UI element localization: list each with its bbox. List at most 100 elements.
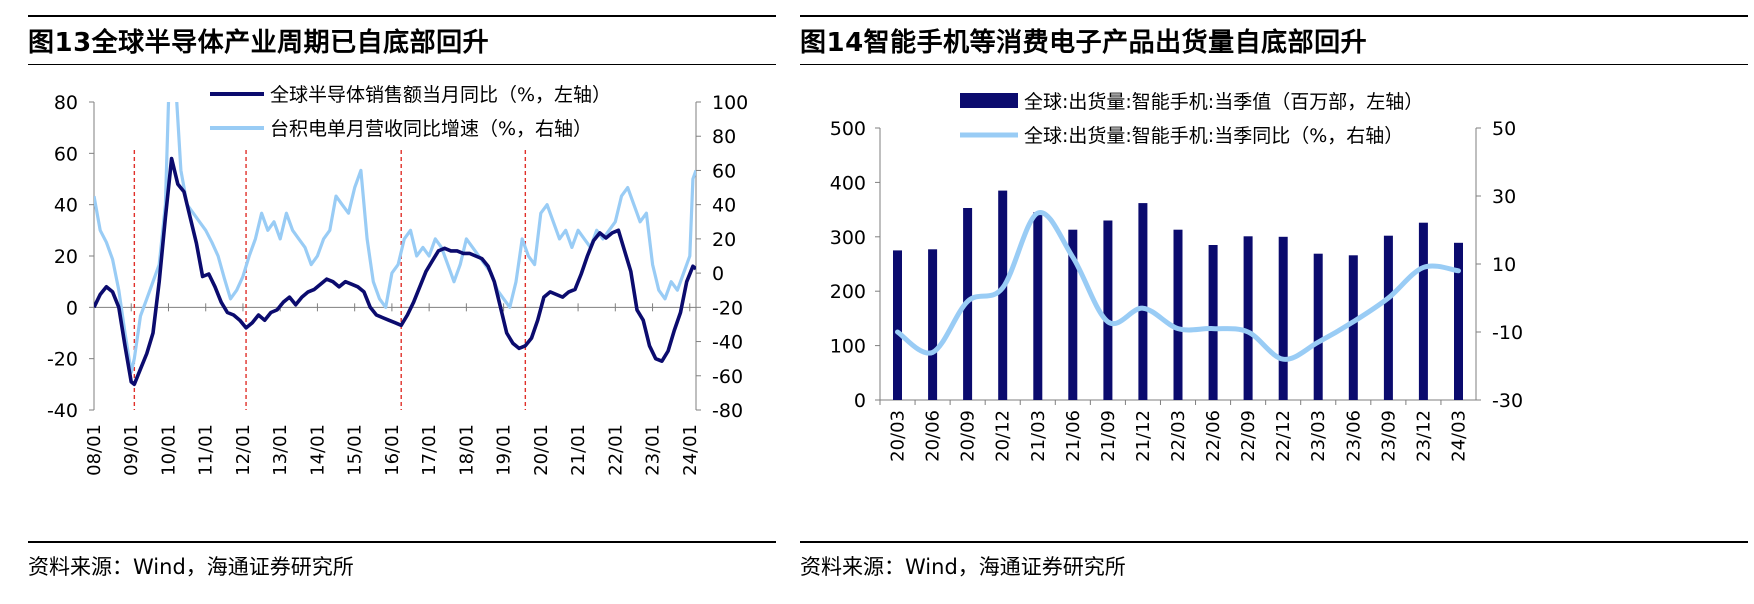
- chart-smartphone-shipments: 0 100 200 300 400 500 -30 -10 10 30 50 20/03 20/06 20…: [830, 91, 1523, 462]
- top-rule: [800, 15, 1748, 17]
- x-tick-label: 18/01: [456, 424, 477, 476]
- x-tick-label: 22/06: [1203, 410, 1224, 462]
- title-rule: [800, 64, 1748, 65]
- x-tick-label: 21/01: [568, 424, 589, 476]
- y-left-tick-label: 0: [854, 390, 866, 412]
- bar-shipments: [1173, 229, 1183, 400]
- y-right-tick-label: 100: [712, 92, 748, 114]
- x-tick-label: 24/01: [680, 424, 701, 476]
- y-left-tick-label: 40: [54, 195, 78, 217]
- x-tick-label: 10/01: [158, 424, 179, 476]
- x-tick-label: 13/01: [270, 424, 291, 476]
- x-tick-label: 20/12: [993, 410, 1014, 462]
- chart-title: 图13全球半导体产业周期已自底部回升: [28, 28, 490, 58]
- x-tick-label: 09/01: [121, 424, 142, 476]
- bar-shipments: [1278, 236, 1288, 400]
- series-shipments-yoy: [895, 210, 1461, 362]
- y-left-tick-label: 80: [54, 92, 78, 114]
- y-left-tick-label: 60: [54, 143, 78, 165]
- bar-shipments: [1103, 220, 1113, 400]
- panel-right: 图14智能手机等消费电子产品出货量自底部回升 0 100 200 300 400 500 -…: [800, 0, 1748, 604]
- x-tick-label: 12/01: [233, 424, 254, 476]
- y-left-tick-label: 500: [830, 118, 866, 140]
- y-right-tick-label: 30: [1492, 186, 1516, 208]
- y-left-tick-label: 0: [66, 297, 78, 319]
- x-tick-label: 23/03: [1308, 410, 1329, 462]
- bar-shipments: [1208, 245, 1218, 400]
- y-left-tick-label: 200: [830, 281, 866, 303]
- x-tick-label: 20/01: [531, 424, 552, 476]
- y-right-tick-label: -80: [712, 400, 743, 422]
- series-semiconductor-sales-yoy: [94, 156, 696, 387]
- y-left-tick-label: 20: [54, 246, 78, 268]
- legend-swatch-bar: [960, 93, 1018, 108]
- y-right-tick-label: 50: [1492, 118, 1516, 140]
- x-tick-label: 20/09: [958, 410, 979, 462]
- x-tick-label: 23/01: [643, 424, 664, 476]
- y-right-tick-label: 20: [712, 229, 736, 251]
- y-right-tick-label: -60: [712, 366, 743, 388]
- x-tick-label: 21/09: [1098, 410, 1119, 462]
- source-note: 资料来源：Wind，海通证券研究所: [28, 555, 354, 579]
- bottom-rule: [800, 541, 1748, 543]
- y-right-tick-label: 10: [1492, 254, 1516, 276]
- chart-title: 图14智能手机等消费电子产品出货量自底部回升: [800, 28, 1368, 58]
- bar-shipments: [1068, 229, 1078, 400]
- x-tick-label: 22/01: [605, 424, 626, 476]
- x-tick-label: 14/01: [307, 424, 328, 476]
- x-tick-label: 23/12: [1413, 410, 1434, 462]
- y-right-tick-label: 40: [712, 195, 736, 217]
- legend-label-dark: 全球半导体销售额当月同比（%，左轴）: [270, 84, 611, 106]
- bar-shipments: [893, 250, 902, 400]
- y-right-tick-label: 80: [712, 126, 736, 148]
- y-left-tick-label: -40: [47, 400, 78, 422]
- x-tick-label: 17/01: [419, 424, 440, 476]
- bar-shipments: [928, 249, 938, 400]
- x-tick-label: 23/09: [1378, 410, 1399, 462]
- y-right-tick-label: -10: [1492, 322, 1523, 344]
- x-tick-label: 22/09: [1238, 410, 1259, 462]
- title-rule: [28, 64, 776, 65]
- bar-shipments: [1383, 235, 1393, 400]
- bar-shipments: [1454, 242, 1463, 400]
- y-right-tick-label: -30: [1492, 390, 1523, 412]
- bar-shipments: [1138, 203, 1148, 400]
- x-tick-label: 15/01: [345, 424, 366, 476]
- y-right-tick-label: 60: [712, 160, 736, 182]
- x-tick-label: 11/01: [196, 424, 217, 476]
- x-tick-label: 21/03: [1028, 410, 1049, 462]
- x-tick-label: 08/01: [84, 424, 105, 476]
- y-right-tick-label: 0: [712, 263, 724, 285]
- bar-shipments: [1348, 255, 1358, 400]
- x-tick-label: 21/06: [1063, 410, 1084, 462]
- x-tick-label: 22/12: [1273, 410, 1294, 462]
- source-note: 资料来源：Wind，海通证券研究所: [800, 555, 1126, 579]
- series-tsmc-revenue-yoy: [94, 102, 696, 374]
- bar-shipments: [1418, 222, 1428, 400]
- chart-semiconductor-cycle: -40 -20 0 20 40 60 80 -80 -60 -40 -20 0 20 40 60 80 100 0…: [47, 84, 748, 476]
- y-left-tick-label: 400: [830, 172, 866, 194]
- y-left-tick-label: -20: [47, 349, 78, 371]
- x-tick-label: 22/03: [1168, 410, 1189, 462]
- x-tick-label: 16/01: [382, 424, 403, 476]
- bar-shipments: [1243, 236, 1253, 400]
- y-left-tick-label: 100: [830, 336, 866, 358]
- bar-shipments: [998, 190, 1008, 400]
- legend-label-line: 全球:出货量:智能手机:当季同比（%，右轴）: [1024, 125, 1403, 147]
- y-right-tick-label: -20: [712, 297, 743, 319]
- panel-left: 图13全球半导体产业周期已自底部回升 -40 -20 0 20 40 60 80 -80 -60…: [28, 0, 776, 604]
- top-rule: [28, 15, 776, 17]
- bottom-rule: [28, 541, 776, 543]
- x-tick-label: 21/12: [1133, 410, 1154, 462]
- x-tick-label: 23/06: [1343, 410, 1364, 462]
- bar-shipments: [1313, 253, 1323, 400]
- y-left-tick-label: 300: [830, 227, 866, 249]
- y-right-tick-label: -40: [712, 332, 743, 354]
- x-tick-label: 20/06: [923, 410, 944, 462]
- legend-label-light: 台积电单月营收同比增速（%，右轴）: [270, 118, 592, 140]
- x-tick-label: 19/01: [494, 424, 515, 476]
- x-tick-label: 20/03: [888, 410, 909, 462]
- bar-shipments: [1033, 212, 1043, 400]
- x-tick-label: 24/03: [1448, 410, 1469, 462]
- legend-label-bar: 全球:出货量:智能手机:当季值（百万部，左轴）: [1024, 91, 1423, 113]
